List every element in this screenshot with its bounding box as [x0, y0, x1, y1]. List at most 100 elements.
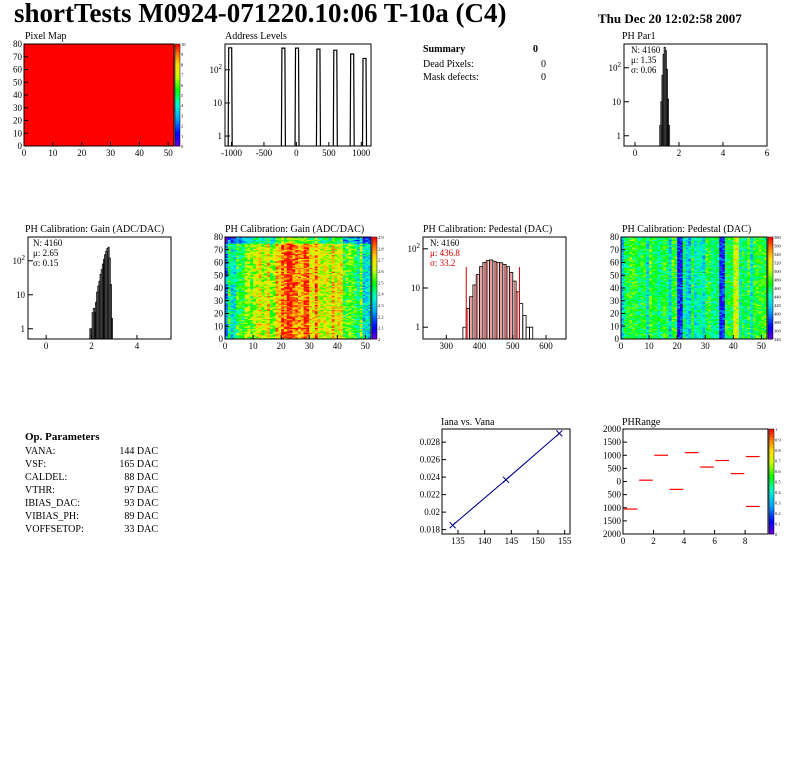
heatmap-cell: [233, 243, 237, 245]
heatmap-cell: [267, 254, 271, 257]
heatmap-cell: [368, 321, 372, 323]
heatmap-cell: [233, 295, 237, 298]
heatmap-cell: [298, 281, 302, 284]
heatmap-cell: [334, 328, 338, 331]
heatmap-cell: [326, 244, 330, 247]
heatmap-cell: [227, 294, 231, 296]
heatmap-cell: [283, 279, 288, 281]
heatmap-cell: [269, 318, 274, 321]
heatmap-cell: [278, 279, 282, 281]
heatmap-cell: [264, 298, 268, 300]
heatmap-cell: [312, 335, 316, 337]
heatmap-cell: [233, 262, 237, 265]
heatmap-cell: [295, 319, 299, 322]
heatmap-cell: [264, 335, 268, 337]
heatmap-cell: [230, 308, 234, 310]
heatmap-cell: [255, 332, 259, 335]
heatmap-cell: [362, 332, 366, 335]
heatmap-cell: [337, 273, 341, 276]
heatmap-cell: [253, 323, 257, 326]
heatmap-cell: [236, 310, 240, 313]
heatmap-cell: [623, 290, 627, 293]
heatmap-cell: [317, 281, 321, 284]
heatmap-cell: [621, 321, 625, 323]
heatmap-cell: [317, 242, 321, 244]
heatmap-cell: [331, 259, 335, 262]
heatmap-cell: [342, 312, 347, 314]
heatmap-cell: [331, 247, 335, 249]
heatmap-cell: [247, 321, 251, 323]
heatmap-cell: [337, 293, 341, 295]
heatmap-cell: [348, 299, 352, 302]
heatmap-cell: [328, 295, 332, 298]
plot-frame: [623, 43, 768, 147]
heatmap-cell: [300, 310, 304, 313]
heatmap-cell: [331, 239, 335, 242]
heatmap-cell: [340, 262, 344, 265]
heatmap-cell: [637, 310, 641, 313]
heatmap-cell: [632, 240, 636, 243]
heatmap-cell: [247, 313, 251, 316]
heatmap-cell: [244, 267, 248, 270]
heatmap-cell: [236, 284, 240, 286]
heatmap-cell: [342, 326, 347, 328]
heatmap-cell: [621, 323, 625, 326]
heatmap-cell: [275, 282, 279, 285]
heatmap-cell: [340, 282, 344, 285]
heatmap-cell: [233, 335, 237, 337]
heatmap-cell: [348, 296, 352, 299]
heatmap-cell: [362, 333, 366, 336]
heatmap-cell: [328, 318, 332, 321]
heatmap-cell: [317, 254, 321, 257]
heatmap-cell: [334, 247, 338, 249]
heatmap-cell: [337, 314, 341, 317]
heatmap-cell: [272, 330, 276, 332]
heatmap-cell: [250, 239, 254, 242]
heatmap-cell: [278, 305, 282, 308]
heatmap-cell: [309, 328, 313, 331]
heatmap-cell: [283, 293, 288, 295]
heatmap-cell: [365, 303, 369, 305]
heatmap-cell: [626, 288, 630, 290]
heatmap-cell: [295, 302, 299, 304]
heatmap-cell: [345, 262, 349, 265]
heatmap-cell: [621, 249, 625, 252]
heatmap-cell: [368, 303, 372, 305]
heatmap-cell: [233, 275, 237, 277]
heatmap-cell: [331, 303, 335, 305]
heatmap-cell: [236, 261, 240, 263]
heatmap-cell: [306, 266, 310, 268]
heatmap-cell: [303, 259, 307, 262]
heatmap-cell: [295, 328, 299, 331]
heatmap-cell: [362, 245, 366, 248]
heatmap-cell: [264, 268, 268, 271]
heatmap-cell: [230, 299, 234, 302]
heatmap-cell: [309, 252, 313, 254]
heatmap-cell: [286, 254, 290, 257]
heatmap-cell: [345, 328, 349, 331]
x-tick-label: 0: [223, 341, 228, 351]
heatmap-cell: [312, 336, 316, 339]
heatmap-cell: [312, 332, 316, 335]
heatmap-cell: [314, 256, 318, 258]
heatmap-cell: [354, 247, 358, 249]
heatmap-cell: [281, 261, 285, 263]
heatmap-cell: [241, 288, 245, 290]
heatmap-cell: [323, 265, 327, 267]
y-tick-label: 60: [13, 65, 23, 75]
heatmap-cell: [286, 335, 290, 337]
heatmap-cell: [244, 312, 248, 314]
heatmap-cell: [255, 245, 259, 248]
heatmap-cell: [283, 313, 288, 316]
heatmap-cell: [345, 247, 349, 249]
heatmap-cell: [326, 281, 330, 284]
heatmap-cell: [298, 279, 302, 281]
heatmap-cell: [241, 332, 245, 335]
heatmap-cell: [241, 279, 245, 281]
heatmap-cell: [637, 333, 641, 336]
heatmap-cell: [281, 268, 285, 271]
heatmap-cell: [623, 308, 627, 310]
heatmap-cell: [250, 284, 254, 286]
heatmap-cell: [241, 266, 245, 268]
heatmap-cell: [323, 299, 327, 302]
